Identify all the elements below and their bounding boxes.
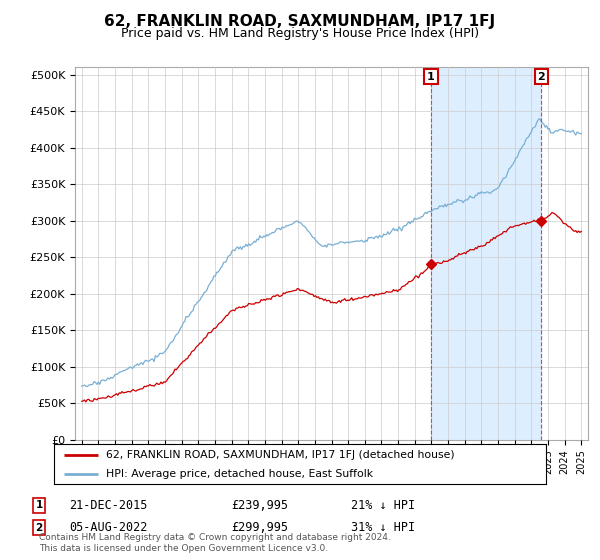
Text: 1: 1 <box>35 500 43 510</box>
Text: 05-AUG-2022: 05-AUG-2022 <box>69 521 148 534</box>
Text: HPI: Average price, detached house, East Suffolk: HPI: Average price, detached house, East… <box>106 469 373 478</box>
Text: £299,995: £299,995 <box>231 521 288 534</box>
Text: 1: 1 <box>427 72 435 82</box>
Text: 2: 2 <box>538 72 545 82</box>
Text: 31% ↓ HPI: 31% ↓ HPI <box>351 521 415 534</box>
Text: 62, FRANKLIN ROAD, SAXMUNDHAM, IP17 1FJ (detached house): 62, FRANKLIN ROAD, SAXMUNDHAM, IP17 1FJ … <box>106 450 454 460</box>
Text: Price paid vs. HM Land Registry's House Price Index (HPI): Price paid vs. HM Land Registry's House … <box>121 27 479 40</box>
Text: 2: 2 <box>35 522 43 533</box>
Text: 21-DEC-2015: 21-DEC-2015 <box>69 498 148 512</box>
Text: Contains HM Land Registry data © Crown copyright and database right 2024.
This d: Contains HM Land Registry data © Crown c… <box>39 533 391 553</box>
Text: 62, FRANKLIN ROAD, SAXMUNDHAM, IP17 1FJ: 62, FRANKLIN ROAD, SAXMUNDHAM, IP17 1FJ <box>104 14 496 29</box>
Text: 21% ↓ HPI: 21% ↓ HPI <box>351 498 415 512</box>
Bar <box>431 67 541 440</box>
Text: £239,995: £239,995 <box>231 498 288 512</box>
